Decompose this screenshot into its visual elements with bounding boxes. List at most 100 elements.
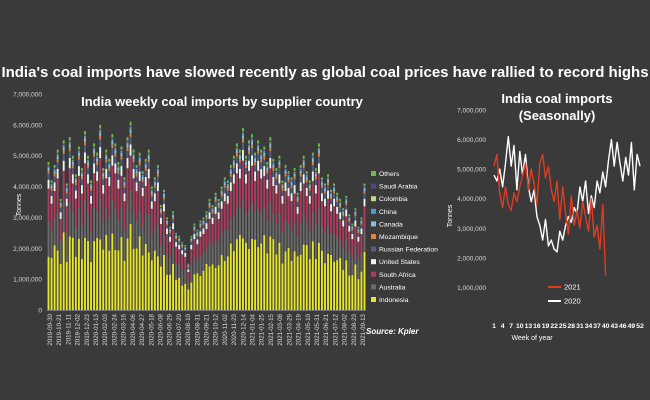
bar-segment-canada — [272, 164, 275, 168]
bar-segment-united-states — [120, 166, 123, 176]
bar-segment-others — [59, 198, 62, 202]
bar-segment-australia — [102, 221, 105, 250]
bar-segment-canada — [77, 153, 80, 157]
bar-x-tick-label: 2019-11-11 — [65, 313, 72, 344]
bar-segment-colombia — [223, 181, 226, 182]
bar-segment-united-states — [229, 182, 232, 192]
bar-segment-russian-federation — [314, 179, 317, 186]
bar-segment-others — [317, 143, 320, 147]
bar-segment-australia — [166, 253, 168, 275]
bar-segment-indonesia — [68, 236, 71, 310]
bar-segment-others — [339, 198, 342, 202]
bar-segment-united-states — [196, 239, 199, 245]
bar-segment-indonesia — [293, 251, 296, 310]
bar-segment-australia — [50, 230, 53, 258]
bar-segment-others — [71, 155, 74, 159]
bar-segment-russian-federation — [354, 216, 357, 221]
bar-segment-australia — [223, 229, 226, 261]
bar-segment-mozambique — [90, 188, 92, 191]
bar-segment-mozambique — [296, 199, 299, 203]
bar-segment-mozambique — [290, 185, 293, 188]
bar-segment-south-africa — [260, 178, 263, 211]
bar-segment-others — [296, 192, 299, 196]
bar-segment-russian-federation — [153, 187, 156, 194]
bar-segment-china — [342, 211, 345, 213]
bar-segment-colombia — [138, 157, 141, 159]
bar-segment-canada — [263, 153, 266, 157]
bar-segment-others — [272, 158, 275, 162]
bar-segment-saudi-arabia — [159, 207, 162, 209]
bar-segment-others — [90, 180, 92, 183]
bar-segment-china — [62, 146, 65, 148]
bar-segment-mozambique — [93, 153, 96, 157]
line-y-tick-label: 2,000,000 — [457, 255, 486, 262]
bar-segment-china — [163, 193, 165, 195]
bar-segment-indonesia — [363, 252, 366, 310]
line-x-tick-label: 37 — [593, 323, 601, 330]
bar-segment-canada — [117, 167, 120, 171]
bar-segment-indonesia — [357, 279, 360, 310]
bar-segment-colombia — [153, 181, 156, 182]
bar-segment-canada — [287, 176, 290, 180]
bar-segment-south-africa — [257, 170, 260, 208]
bar-segment-australia — [105, 207, 108, 235]
bar-segment-others — [87, 155, 89, 159]
bar-segment-colombia — [96, 157, 99, 159]
bar-segment-others — [178, 235, 181, 238]
bar-segment-colombia — [108, 163, 111, 165]
bar-segment-russian-federation — [71, 168, 74, 175]
bar-segment-south-africa — [117, 188, 120, 219]
bar-segment-colombia — [141, 175, 144, 176]
legend-label-united-states: United States — [379, 259, 420, 266]
bar-x-tick-label: 2020-06-29 — [167, 313, 174, 345]
bar-segment-russian-federation — [351, 230, 354, 234]
bar-segment-canada — [120, 153, 123, 157]
bar-segment-mozambique — [114, 153, 117, 157]
bar-segment-canada — [317, 150, 320, 154]
bar-segment-mozambique — [144, 167, 147, 171]
line-x-tick-label: 52 — [636, 323, 644, 330]
bar-segment-mozambique — [77, 156, 80, 160]
bar-segment-united-states — [153, 193, 156, 202]
bar-segment-canada — [166, 221, 168, 223]
bar-segment-russian-federation — [84, 145, 86, 153]
bar-segment-united-states — [71, 174, 74, 184]
bar-segment-russian-federation — [211, 213, 214, 218]
bar-segment-indonesia — [153, 250, 156, 310]
bar-segment-united-states — [327, 190, 329, 199]
bar-segment-saudi-arabia — [202, 219, 205, 221]
bar-segment-south-africa — [196, 244, 199, 260]
bar-segment-south-africa — [336, 213, 339, 238]
bar-segment-canada — [311, 158, 314, 163]
bar-segment-colombia — [257, 145, 260, 147]
bar-segment-canada — [248, 147, 250, 151]
bar-segment-australia — [232, 216, 235, 252]
bar-segment-saudi-arabia — [166, 219, 168, 221]
bar-segment-others — [141, 171, 144, 174]
bar-segment-united-states — [172, 223, 175, 230]
bar-segment-south-africa — [202, 234, 205, 253]
bar-segment-russian-federation — [214, 202, 217, 207]
bar-segment-saudi-arabia — [193, 225, 196, 227]
bar-segment-united-states — [314, 185, 317, 194]
bar-segment-united-states — [308, 195, 311, 204]
bar-segment-south-africa — [360, 234, 363, 253]
bar-segment-others — [187, 263, 190, 265]
bar-segment-united-states — [193, 233, 196, 240]
bar-segment-mozambique — [266, 170, 269, 174]
bar-segment-colombia — [214, 196, 217, 197]
bar-segment-colombia — [302, 160, 305, 162]
bar-x-tick-label: 2020-06-08 — [158, 313, 165, 345]
bar-segment-mozambique — [357, 231, 360, 234]
bar-segment-saudi-arabia — [181, 243, 184, 245]
bar-segment-colombia — [102, 172, 105, 174]
bar-segment-others — [123, 177, 126, 180]
bar-segment-indonesia — [242, 238, 244, 310]
bar-segment-colombia — [251, 139, 254, 141]
bar-segment-china — [257, 146, 260, 148]
bar-segment-australia — [111, 199, 114, 234]
bar-segment-south-africa — [293, 193, 296, 223]
bar-segment-others — [163, 189, 165, 193]
